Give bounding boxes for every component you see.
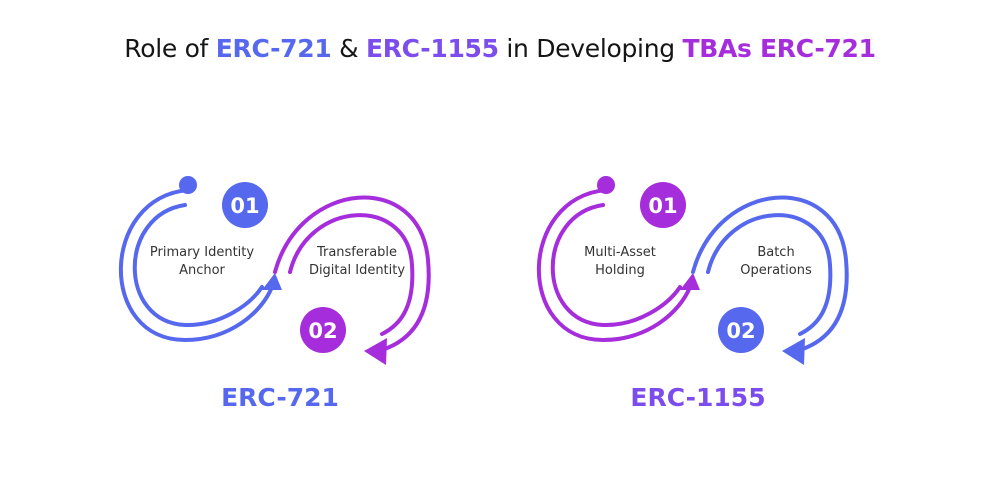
group-caption: ERC-721 <box>221 383 339 412</box>
item-label-line2: Holding <box>595 263 645 278</box>
badge-number: 02 <box>308 319 337 343</box>
arrowhead-left-icon <box>782 338 805 365</box>
erc721-right-loop <box>273 195 431 365</box>
erc1155-right-loop <box>691 195 849 365</box>
page-title: Role of ERC-721 & ERC-1155 in Developing… <box>0 34 1000 63</box>
arrowhead-up-icon <box>262 273 282 290</box>
item-label-line1: Primary Identity <box>150 245 254 260</box>
item-label-line1: Transferable <box>316 245 397 260</box>
title-tbas: TBAs ERC-721 <box>682 34 876 63</box>
item-label-line2: Digital Identity <box>309 263 405 278</box>
erc1155-left-loop <box>536 176 700 343</box>
start-dot-icon <box>179 176 197 194</box>
erc1155-badge-02: 02 <box>718 307 764 353</box>
group-caption: ERC-1155 <box>630 383 765 412</box>
badge-number: 02 <box>726 319 755 343</box>
item-label-line1: Batch <box>757 245 794 260</box>
erc721-group: 01 02 Primary Identity Anchor Transferab… <box>118 176 431 412</box>
arrowhead-left-icon <box>364 338 387 365</box>
badge-number: 01 <box>648 194 677 218</box>
erc721-badge-02: 02 <box>300 307 346 353</box>
arrowhead-up-icon <box>680 273 700 290</box>
item-label-line2: Operations <box>740 263 812 278</box>
start-dot-icon <box>597 176 615 194</box>
title-prefix: Role of <box>124 34 216 63</box>
item-label-line1: Multi-Asset <box>584 245 656 260</box>
badge-number: 01 <box>230 194 259 218</box>
erc721-badge-01: 01 <box>222 182 268 228</box>
erc721-left-loop <box>118 176 282 343</box>
title-amp: & <box>331 34 366 63</box>
erc1155-group: 01 02 Multi-Asset Holding Batch Operatio… <box>536 176 849 412</box>
erc1155-badge-01: 01 <box>640 182 686 228</box>
title-erc1155: ERC-1155 <box>365 34 499 63</box>
title-middle: in Developing <box>498 34 683 63</box>
title-erc721: ERC-721 <box>215 34 332 63</box>
item-label-line2: Anchor <box>179 263 225 278</box>
